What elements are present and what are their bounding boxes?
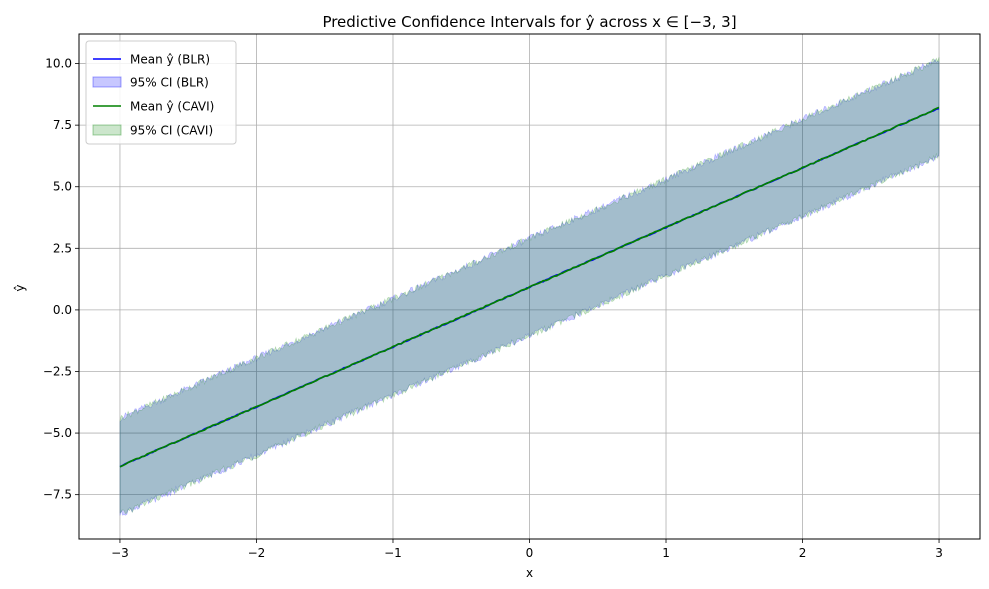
- y-tick-label: −2.5: [43, 364, 72, 378]
- y-tick-label: 10.0: [45, 57, 72, 71]
- x-tick-label: −2: [248, 546, 266, 560]
- ci-band-3: [119, 57, 940, 514]
- legend-label-blr-ci: 95% CI (BLR): [130, 76, 209, 90]
- x-axis-label: x: [526, 566, 533, 580]
- legend: Mean ŷ (BLR) 95% CI (BLR) Mean ŷ (CAVI) …: [85, 40, 237, 145]
- x-tick-label: −3: [111, 546, 129, 560]
- y-axis: −7.5 −5.0 −2.5 0.0 2.5 5.0 7.5 10.0: [43, 57, 79, 502]
- mean-line-2: [119, 106, 940, 468]
- chart-title: Predictive Confidence Intervals for ŷ ac…: [322, 13, 736, 31]
- legend-label-cavi-mean: Mean ŷ (CAVI): [130, 100, 214, 114]
- x-tick-label: 2: [799, 546, 807, 560]
- legend-label-blr-mean: Mean ŷ (BLR): [130, 53, 210, 67]
- x-tick-label: 3: [935, 546, 943, 560]
- x-axis: −3 −2 −1 0 1 2 3: [111, 539, 943, 560]
- legend-frame: [85, 40, 237, 145]
- y-tick-label: 0.0: [53, 303, 72, 317]
- x-tick-label: 0: [526, 546, 534, 560]
- mean-lines: [119, 106, 940, 468]
- y-tick-label: 7.5: [53, 118, 72, 132]
- y-tick-label: −5.0: [43, 426, 72, 440]
- legend-swatch-cavi-ci: [92, 124, 122, 136]
- legend-label-cavi-ci: 95% CI (CAVI): [130, 124, 213, 138]
- y-tick-label: 5.0: [53, 180, 72, 194]
- y-axis-label: ŷ: [13, 284, 27, 291]
- x-tick-label: 1: [662, 546, 670, 560]
- x-tick-label: −1: [384, 546, 402, 560]
- y-tick-label: 2.5: [53, 241, 72, 255]
- y-tick-label: −7.5: [43, 488, 72, 502]
- legend-swatch-blr-ci: [92, 76, 122, 88]
